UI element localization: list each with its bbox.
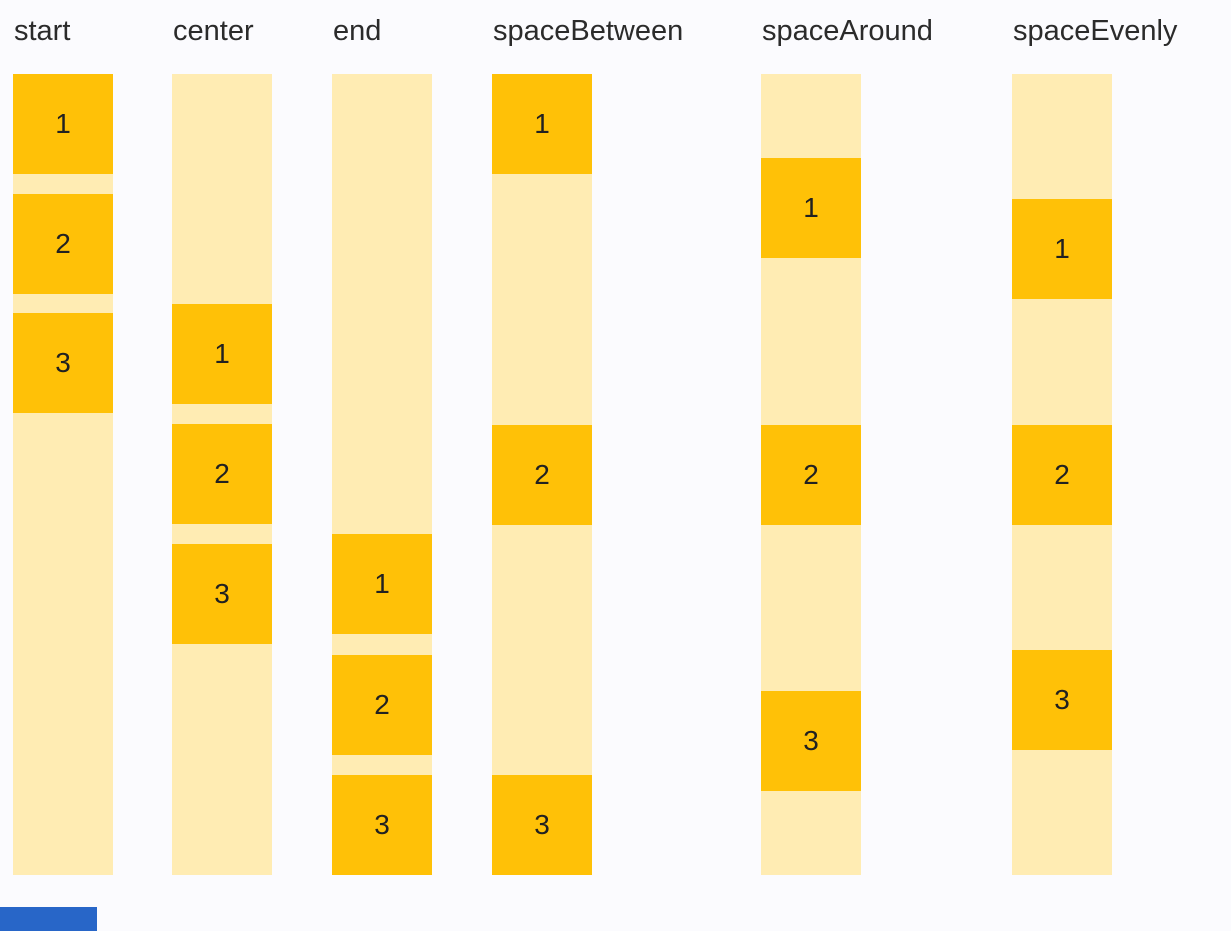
box-number: 3	[534, 809, 550, 840]
box-number: 1	[803, 192, 819, 223]
box-number: 1	[374, 568, 390, 599]
column-label: spaceAround	[762, 15, 933, 47]
box-number: 2	[55, 228, 71, 259]
column-track: 1 2 3	[761, 74, 861, 875]
column-label: end	[333, 15, 382, 47]
column-track: 1 2 3	[1012, 74, 1112, 875]
box-number: 2	[214, 458, 230, 489]
flex-item-box: 1	[172, 304, 272, 404]
box-number: 1	[214, 338, 230, 369]
flex-item-box: 3	[761, 691, 861, 791]
box-number: 2	[374, 689, 390, 720]
box-number: 2	[1054, 459, 1070, 490]
box-number: 3	[214, 578, 230, 609]
column-label: center	[173, 15, 254, 47]
flex-item-box: 3	[332, 775, 432, 875]
flex-item-box: 3	[172, 544, 272, 644]
column-track: 1 2 3	[172, 74, 272, 875]
flex-item-box: 1	[761, 158, 861, 258]
box-number: 1	[1054, 233, 1070, 264]
box-number: 3	[803, 725, 819, 756]
box-number: 1	[55, 108, 71, 139]
flex-item-box: 2	[332, 655, 432, 755]
flex-item-box: 3	[1012, 650, 1112, 750]
column-track: 1 2 3	[13, 74, 113, 875]
flex-item-box: 3	[492, 775, 592, 875]
bottom-left-blue-bar	[0, 907, 97, 931]
column-track: 1 2 3	[332, 74, 432, 875]
box-number: 1	[534, 108, 550, 139]
box-number: 2	[534, 459, 550, 490]
flex-item-box: 2	[761, 425, 861, 525]
flex-item-box: 1	[13, 74, 113, 174]
column-label: start	[14, 15, 71, 47]
box-number: 2	[803, 459, 819, 490]
flex-item-box: 2	[13, 194, 113, 294]
column-label: spaceEvenly	[1013, 15, 1178, 47]
box-number: 3	[55, 347, 71, 378]
column-track: 1 2 3	[492, 74, 592, 875]
flex-item-box: 1	[332, 534, 432, 634]
flex-item-box: 3	[13, 313, 113, 413]
box-number: 3	[1054, 684, 1070, 715]
column-label: spaceBetween	[493, 15, 684, 47]
flex-item-box: 1	[492, 74, 592, 174]
flex-item-box: 2	[492, 425, 592, 525]
flex-item-box: 1	[1012, 199, 1112, 299]
flex-item-box: 2	[1012, 425, 1112, 525]
box-number: 3	[374, 809, 390, 840]
flex-item-box: 2	[172, 424, 272, 524]
